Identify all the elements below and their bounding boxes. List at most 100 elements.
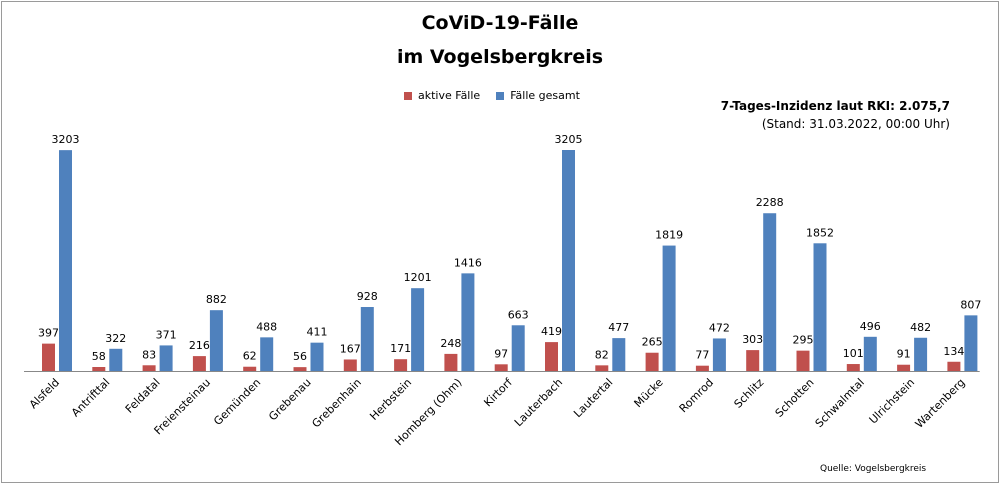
legend-swatch-aktive <box>404 91 412 100</box>
data-label-aktive: 167 <box>340 342 361 355</box>
data-label-gesamt: 488 <box>256 320 277 333</box>
bar-gesamt <box>310 342 324 371</box>
bar-aktive <box>846 364 860 371</box>
data-label-aktive: 82 <box>595 348 609 361</box>
data-label-aktive: 303 <box>742 333 763 346</box>
bar-aktive <box>796 350 810 371</box>
data-label-aktive: 295 <box>793 334 814 347</box>
legend-label-gesamt: Fälle gesamt <box>510 89 580 102</box>
data-label-aktive: 56 <box>293 350 307 363</box>
bar-aktive <box>695 365 709 371</box>
x-tick-label: Grebenau <box>266 376 313 423</box>
data-label-aktive: 101 <box>843 347 864 360</box>
bar-aktive <box>142 365 156 371</box>
data-label-aktive: 265 <box>642 336 663 349</box>
data-label-gesamt: 477 <box>608 321 629 334</box>
data-label-aktive: 77 <box>695 349 709 362</box>
incidence-note: 7-Tages-Inzidenz laut RKI: 2.075,7 <box>720 99 950 113</box>
bar-aktive <box>545 342 558 371</box>
data-label-gesamt: 928 <box>357 290 378 303</box>
chart-legend: aktive Fälle Fälle gesamt <box>404 89 596 102</box>
data-label-gesamt: 882 <box>206 293 227 306</box>
bar-aktive <box>243 366 257 371</box>
chart-title: CoViD-19-Fälle <box>421 12 579 34</box>
data-label-aktive: 248 <box>440 337 461 350</box>
x-tick-label: Mücke <box>632 376 666 410</box>
data-label-gesamt: 1852 <box>806 226 834 239</box>
data-label-aktive: 97 <box>494 347 508 360</box>
data-label-gesamt: 371 <box>156 328 177 341</box>
data-label-gesamt: 807 <box>960 298 981 311</box>
x-tick-label: Antrifttal <box>69 376 112 419</box>
data-label-aktive: 397 <box>38 327 59 340</box>
chart-subtitle: im Vogelsbergkreis <box>396 46 604 68</box>
x-tick-label: Lauterbach <box>512 376 565 429</box>
bar-aktive <box>897 364 911 371</box>
bar-gesamt <box>159 345 173 371</box>
bar-aktive <box>192 356 206 371</box>
bar-aktive <box>595 365 609 371</box>
bar-aktive <box>42 343 55 371</box>
bar-gesamt <box>511 325 525 371</box>
bar-gesamt <box>662 245 676 371</box>
bar-aktive <box>92 367 106 371</box>
data-label-aktive: 58 <box>92 350 106 363</box>
legend-swatch-gesamt <box>496 91 505 100</box>
data-label-gesamt: 2288 <box>756 196 784 209</box>
x-tick-label: Kirtorf <box>481 375 515 409</box>
legend-label-aktive: aktive Fälle <box>418 89 481 102</box>
bar-gesamt <box>813 243 827 371</box>
bar-gesamt <box>863 336 877 371</box>
data-label-gesamt: 322 <box>105 332 126 345</box>
data-label-gesamt: 663 <box>508 308 529 321</box>
legend-item-gesamt: Fälle gesamt <box>496 89 580 102</box>
data-label-gesamt: 1201 <box>404 271 432 284</box>
legend-item-aktive: aktive Fälle <box>404 89 480 102</box>
data-label-aktive: 419 <box>541 325 562 338</box>
x-tick-label: Schlitz <box>732 376 767 411</box>
bar-gesamt <box>260 337 274 371</box>
bar-gesamt <box>109 348 123 371</box>
bar-gesamt <box>562 150 575 371</box>
x-tick-label: Wartenberg <box>913 376 968 431</box>
bar-aktive <box>645 352 659 371</box>
data-label-gesamt: 1416 <box>454 256 482 269</box>
bar-aktive <box>746 350 760 371</box>
date-note: (Stand: 31.03.2022, 00:00 Uhr) <box>761 117 950 131</box>
data-label-aktive: 83 <box>142 348 156 361</box>
data-label-gesamt: 3203 <box>52 133 80 146</box>
data-label-aktive: 171 <box>390 342 411 355</box>
bar-aktive <box>444 353 458 371</box>
data-label-gesamt: 411 <box>307 326 328 339</box>
x-tick-label: Romrod <box>677 376 716 415</box>
bar-aktive <box>293 367 307 371</box>
data-label-gesamt: 3205 <box>555 133 583 146</box>
bar-aktive <box>494 364 508 371</box>
data-label-gesamt: 1819 <box>655 229 683 242</box>
bar-gesamt <box>360 307 374 371</box>
data-label-aktive: 216 <box>189 339 210 352</box>
bar-gesamt <box>209 310 223 371</box>
x-tick-label: Schwalmtal <box>813 376 867 430</box>
x-tick-label: Grebenhain <box>309 376 363 430</box>
x-tick-label: Lautertal <box>571 376 615 420</box>
bar-gesamt <box>461 273 475 371</box>
bar-gesamt <box>411 288 425 371</box>
bar-gesamt <box>914 337 928 371</box>
x-tick-label: Herbstein <box>367 376 414 423</box>
data-label-aktive: 62 <box>243 350 257 363</box>
bar-aktive <box>343 359 357 371</box>
source-note: Quelle: Vogelsbergkreis <box>820 464 927 474</box>
bar-gesamt <box>712 338 726 371</box>
data-label-gesamt: 472 <box>709 321 730 334</box>
x-tick-label: Feldatal <box>123 376 163 416</box>
bar-gesamt <box>964 315 978 371</box>
x-tick-label: Alsfeld <box>27 376 62 411</box>
bar-gesamt <box>763 213 777 371</box>
bar-aktive <box>947 361 961 371</box>
data-label-gesamt: 496 <box>860 320 881 333</box>
bar-gesamt <box>59 150 72 371</box>
x-tick-label: Schotten <box>773 376 817 420</box>
